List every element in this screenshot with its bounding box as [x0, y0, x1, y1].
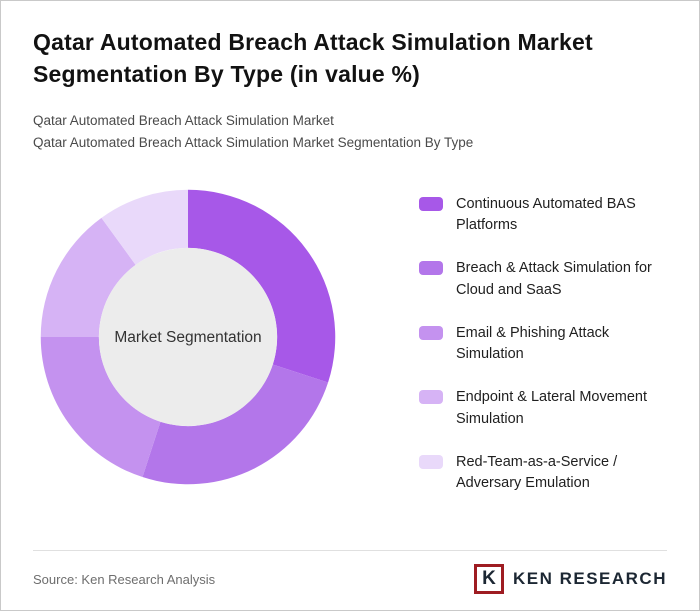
- page-title: Qatar Automated Breach Attack Simulation…: [33, 29, 593, 87]
- legend-label: Breach & Attack Simulation for Cloud and…: [456, 260, 652, 298]
- donut-segment: [40, 217, 136, 337]
- legend-label: Red-Team-as-a-Service / Adversary Emulat…: [456, 453, 618, 492]
- donut-segment: [101, 189, 188, 265]
- chart-section: Market Segmentation Continuous Automated…: [33, 182, 667, 496]
- donut-center-label: Market Segmentation: [114, 329, 261, 346]
- legend-swatch: [419, 390, 443, 405]
- legend-swatch: [419, 325, 443, 340]
- legend-label: Email & Phishing Attack Simulation: [456, 324, 610, 363]
- donut-segment: [188, 189, 336, 383]
- donut-segment: [142, 364, 329, 484]
- legend-item: Red-Team-as-a-Service / Adversary Emulat…: [419, 452, 667, 496]
- donut-center: [98, 247, 278, 426]
- subtitle-line-2: Qatar Automated Breach Attack Simulation…: [33, 135, 474, 151]
- legend-label: Continuous Automated BAS Platforms: [456, 195, 636, 234]
- legend-swatch: [419, 196, 443, 211]
- legend-item: Continuous Automated BAS Platforms: [419, 194, 667, 238]
- legend-label: Endpoint & Lateral Movement Simulation: [456, 389, 648, 427]
- brand-logo: K KEN RESEARCH: [473, 564, 667, 594]
- ken-research-logo-icon: K: [473, 564, 504, 594]
- donut-segment: [40, 336, 161, 477]
- legend-swatch: [419, 454, 443, 469]
- source-text: Source: Ken Research Analysis: [33, 571, 216, 587]
- legend-swatch: [419, 261, 443, 276]
- donut-chart: Market Segmentation: [40, 189, 336, 484]
- legend-item: Breach & Attack Simulation for Cloud and…: [419, 258, 667, 302]
- footer: Source: Ken Research Analysis K KEN RESE…: [33, 550, 667, 594]
- legend-item: Endpoint & Lateral Movement Simulation: [419, 387, 667, 431]
- subtitle-block: Qatar Automated Breach Attack Simulation…: [33, 110, 667, 153]
- legend-item: Email & Phishing Attack Simulation: [419, 323, 667, 367]
- brand-name: KEN RESEARCH: [512, 569, 667, 588]
- subtitle-line-1: Qatar Automated Breach Attack Simulation…: [33, 113, 334, 129]
- legend: Continuous Automated BAS Platforms Breach…: [419, 194, 667, 496]
